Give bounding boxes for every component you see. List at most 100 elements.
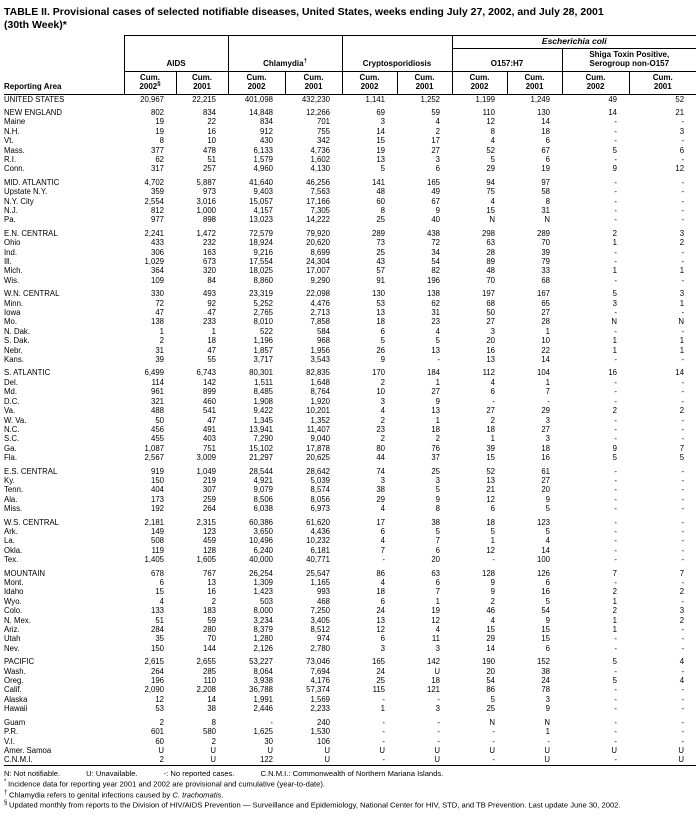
value-cell-8: -: [614, 704, 617, 714]
footnote-marker: *: [4, 778, 9, 785]
reporting-area-cell: Mass.: [4, 145, 25, 155]
reporting-area-cell: Mont.: [4, 578, 24, 587]
value-cell-3: 701: [316, 117, 330, 127]
value-cell-0: 2,567: [144, 453, 164, 463]
value-cell-4: 17: [376, 517, 385, 527]
value-cell-1: 1: [211, 326, 216, 336]
value-cell-9: -: [681, 415, 685, 425]
value-cell-6: 5: [490, 694, 495, 704]
value-cell-3: 7,858: [310, 317, 330, 327]
value-cell-2: 40,000: [249, 555, 273, 565]
value-cell-4: 13: [376, 615, 385, 625]
value-cell-3: 8,574: [310, 485, 330, 495]
value-cell-1: 751: [202, 443, 216, 453]
value-cell-2: 4,960: [253, 164, 273, 174]
value-cell-5: 142: [426, 657, 440, 667]
value-cell-8: -: [614, 415, 617, 425]
footnote-marker: §: [4, 800, 10, 807]
cum-column-header-3: Cum. 2001: [284, 71, 342, 95]
value-cell-5: 18: [431, 424, 440, 434]
value-cell-8: 5: [612, 676, 617, 686]
value-cell-2: 72,579: [249, 228, 273, 238]
value-cell-2: 53,227: [249, 657, 273, 667]
value-cell-9: -: [681, 666, 685, 676]
value-cell-6: 86: [486, 685, 495, 695]
table-row: Ala. 173 259 8,506 8,056 29 9 12 9 - -: [4, 495, 696, 504]
value-cell-2: 8,064: [253, 666, 273, 676]
value-cell-7: U: [544, 745, 550, 755]
value-cell-2: 8,000: [253, 606, 273, 616]
value-cell-6: 298: [481, 228, 495, 238]
footnote-marker: †: [303, 58, 307, 65]
value-cell-7: N: [544, 717, 550, 727]
value-cell-7: -: [547, 736, 550, 746]
value-cell-7: 7: [545, 387, 550, 397]
value-cell-6: -: [492, 736, 495, 746]
value-cell-6: 18: [486, 424, 495, 434]
value-cell-4: 4: [380, 578, 385, 587]
value-cell-5: 20: [431, 555, 440, 565]
value-cell-5: 3: [435, 643, 440, 653]
value-cell-4: 53: [376, 298, 385, 308]
value-cell-7: 14: [541, 355, 550, 365]
value-cell-9: -: [681, 685, 685, 695]
value-cell-9: -: [681, 485, 685, 495]
value-cell-2: 8,860: [253, 275, 273, 285]
table-row: N. Dak. 1 1 522 584 6 4 3 1 - -: [4, 327, 696, 336]
value-cell-2: 8,485: [253, 387, 273, 397]
value-cell-5: 13: [431, 406, 440, 416]
reporting-area-cell: N.C.: [4, 424, 20, 434]
value-cell-9: 52: [675, 94, 685, 104]
value-cell-1: 899: [202, 387, 216, 397]
disease-table: Escherichia coli AIDS Chlamydia† Cryptospor…: [4, 35, 697, 766]
value-cell-9: -: [681, 643, 685, 653]
value-cell-4: 25: [376, 247, 385, 257]
value-cell-2: 41,640: [249, 177, 273, 187]
value-cell-3: 8,764: [310, 387, 330, 397]
value-cell-6: 15: [486, 625, 495, 635]
value-cell-9: -: [681, 215, 685, 225]
value-cell-6: 12: [486, 117, 495, 127]
value-cell-8: -: [614, 396, 617, 406]
reporting-area-cell: MID. ATLANTIC: [4, 177, 60, 187]
value-cell-0: 31: [155, 345, 164, 355]
value-cell-4: 25: [376, 215, 385, 225]
value-cell-0: 1,405: [144, 555, 164, 565]
value-cell-0: 133: [150, 606, 164, 616]
table-row: Mo. 138 233 8,010 7,858 18 23 27 28 N N: [4, 317, 696, 326]
reporting-area-cell: Amer. Samoa: [4, 745, 52, 755]
value-cell-9: -: [681, 578, 685, 587]
value-cell-0: 6: [159, 578, 164, 587]
value-cell-5: 1: [435, 415, 440, 425]
reporting-area-cell: Ga.: [4, 443, 17, 453]
value-cell-5: 6: [435, 578, 440, 587]
table-row: Wyo. 4 2 503 468 6 1 2 5 1 -: [4, 597, 696, 606]
value-cell-1: 233: [202, 317, 216, 327]
reporting-area-cell: Oreg.: [4, 676, 24, 686]
value-cell-1: 163: [202, 247, 216, 257]
corner-cell: [4, 48, 124, 71]
value-cell-7: U: [544, 755, 550, 765]
value-cell-0: 359: [150, 187, 164, 197]
value-cell-2: 13,941: [249, 424, 273, 434]
value-cell-1: 92: [207, 298, 216, 308]
footnote-notes: * Incidence data for reporting year 2001…: [4, 778, 696, 810]
value-cell-2: 10,496: [249, 536, 273, 546]
table-row: Vt. 8 10 430 342 15 17 4 6 - -: [4, 136, 696, 145]
value-cell-1: U: [210, 755, 216, 765]
value-cell-4: 3: [380, 117, 385, 127]
value-cell-4: 12: [376, 625, 385, 635]
value-cell-8: 9: [612, 164, 617, 174]
value-cell-8: -: [614, 545, 617, 555]
value-cell-2: 15,102: [249, 443, 273, 453]
value-cell-5: U: [434, 755, 440, 765]
value-cell-1: 47: [207, 345, 216, 355]
value-cell-5: -: [437, 727, 440, 737]
value-cell-9: -: [681, 247, 685, 257]
value-cell-3: 7,694: [310, 666, 330, 676]
value-cell-8: 2: [612, 406, 617, 416]
value-cell-1: 144: [202, 643, 216, 653]
value-cell-4: 48: [376, 187, 385, 197]
value-cell-7: 6: [545, 643, 550, 653]
value-cell-5: 184: [426, 368, 440, 378]
